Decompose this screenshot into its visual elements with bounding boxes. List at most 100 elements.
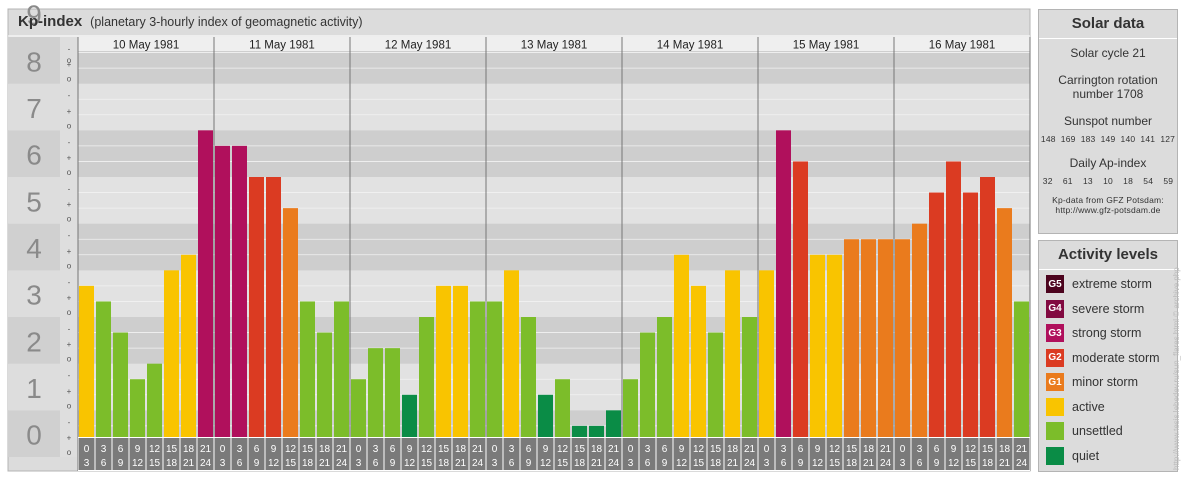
hour-start-label: 15 xyxy=(166,444,178,455)
minor-tick-mark: + xyxy=(67,153,72,162)
legend-row: G1 minor storm xyxy=(1046,373,1138,391)
hour-start-label: 12 xyxy=(829,444,841,455)
y-band-left xyxy=(8,317,60,364)
hour-start-label: 15 xyxy=(302,444,314,455)
solar-data-title: Solar data xyxy=(1039,10,1177,39)
hour-start-label: 21 xyxy=(472,444,484,455)
hour-cell xyxy=(469,438,486,470)
hour-start-label: 9 xyxy=(271,444,277,455)
hour-cell xyxy=(248,438,265,470)
carrington-line-1: Carrington rotation xyxy=(1058,73,1158,87)
hour-end-label: 3 xyxy=(900,458,906,469)
hour-cell xyxy=(384,438,401,470)
hour-end-label: 18 xyxy=(982,458,994,469)
kp-bar xyxy=(912,223,927,457)
hour-start-label: 6 xyxy=(390,444,396,455)
y-tick-label: 0 xyxy=(26,420,42,451)
hour-end-label: 3 xyxy=(628,458,634,469)
kp-bar xyxy=(742,317,757,457)
legend-label: minor storm xyxy=(1072,375,1138,389)
legend-row: quiet xyxy=(1046,446,1099,465)
hour-end-label: 24 xyxy=(880,458,892,469)
day-label: 12 May 1981 xyxy=(385,40,452,52)
hour-end-label: 21 xyxy=(319,458,331,469)
hour-end-label: 12 xyxy=(404,458,416,469)
minor-tick-mark: o xyxy=(67,448,72,457)
hour-cell xyxy=(163,438,180,470)
minor-tick-mark: o xyxy=(67,215,72,224)
hour-start-label: 0 xyxy=(356,444,362,455)
y-tick-label: 9 xyxy=(26,0,42,31)
kp-bar xyxy=(980,177,995,457)
hour-cell xyxy=(741,438,758,470)
kp-bar xyxy=(657,317,672,457)
y-tick-label: 6 xyxy=(26,140,42,171)
hour-start-label: 3 xyxy=(101,444,107,455)
hour-start-label: 15 xyxy=(982,444,994,455)
kp-bar xyxy=(283,208,298,457)
legend-swatch: G3 xyxy=(1046,324,1064,342)
kp-bar xyxy=(266,177,281,457)
hour-end-label: 21 xyxy=(727,458,739,469)
kp-bar xyxy=(300,301,315,457)
y-band-left xyxy=(8,223,60,271)
minor-tick-mark: - xyxy=(68,231,71,240)
kp-bar xyxy=(674,254,689,457)
hour-cell xyxy=(792,438,809,470)
kp-bar xyxy=(725,270,740,457)
hour-end-label: 18 xyxy=(302,458,314,469)
hour-cell xyxy=(571,438,588,470)
hour-start-label: 6 xyxy=(118,444,124,455)
sunspot-values: 148 169 183 149 140 141 127 xyxy=(1040,134,1176,144)
day-label: 14 May 1981 xyxy=(657,40,724,52)
legend-swatch: G1 xyxy=(1046,373,1064,391)
hour-start-label: 9 xyxy=(543,444,549,455)
legend-row: G3 strong storm xyxy=(1046,324,1141,342)
hour-end-label: 9 xyxy=(390,458,396,469)
hour-end-label: 24 xyxy=(336,458,348,469)
hour-end-label: 9 xyxy=(934,458,940,469)
hour-cell xyxy=(673,438,690,470)
minor-tick-mark: o xyxy=(67,261,72,270)
hour-start-label: 0 xyxy=(900,444,906,455)
y-tick-label: 4 xyxy=(26,233,42,264)
hour-start-label: 9 xyxy=(951,444,957,455)
hour-start-label: 21 xyxy=(200,444,212,455)
hour-cell xyxy=(928,438,945,470)
legend-row: G4 severe storm xyxy=(1046,299,1144,318)
hour-end-label: 15 xyxy=(557,458,569,469)
hour-end-label: 6 xyxy=(509,458,515,469)
hour-start-label: 12 xyxy=(693,444,705,455)
hour-start-label: 3 xyxy=(373,444,379,455)
hour-cell xyxy=(537,438,554,470)
kp-bar xyxy=(810,254,825,457)
hour-start-label: 18 xyxy=(591,444,603,455)
minor-tick-mark: + xyxy=(67,340,72,349)
minor-tick-mark: + xyxy=(67,387,72,396)
solar-cycle: Solar cycle 21 xyxy=(1070,46,1146,60)
hour-start-label: 9 xyxy=(815,444,821,455)
minor-tick-mark: + xyxy=(67,433,72,442)
hour-end-label: 12 xyxy=(268,458,280,469)
y-band xyxy=(78,83,1030,131)
hour-end-label: 15 xyxy=(149,458,161,469)
hour-end-label: 15 xyxy=(965,458,977,469)
hour-cell xyxy=(265,438,282,470)
hour-cell xyxy=(826,438,843,470)
hour-end-label: 3 xyxy=(220,458,226,469)
minor-tick-mark: - xyxy=(68,418,71,427)
legend-swatch: G2 xyxy=(1046,348,1064,367)
legend-row: active xyxy=(1046,397,1105,416)
legend-swatch: G5 xyxy=(1046,275,1064,293)
hour-end-label: 18 xyxy=(710,458,722,469)
y-band-left xyxy=(8,410,60,457)
hour-start-label: 18 xyxy=(863,444,875,455)
legend-swatch: G4 xyxy=(1046,299,1064,318)
hour-cell xyxy=(316,438,333,470)
hour-cell xyxy=(418,438,435,470)
hour-cell xyxy=(214,438,231,470)
hour-end-label: 12 xyxy=(812,458,824,469)
hour-cell xyxy=(435,438,452,470)
hour-cell xyxy=(520,438,537,470)
hour-end-label: 12 xyxy=(540,458,552,469)
